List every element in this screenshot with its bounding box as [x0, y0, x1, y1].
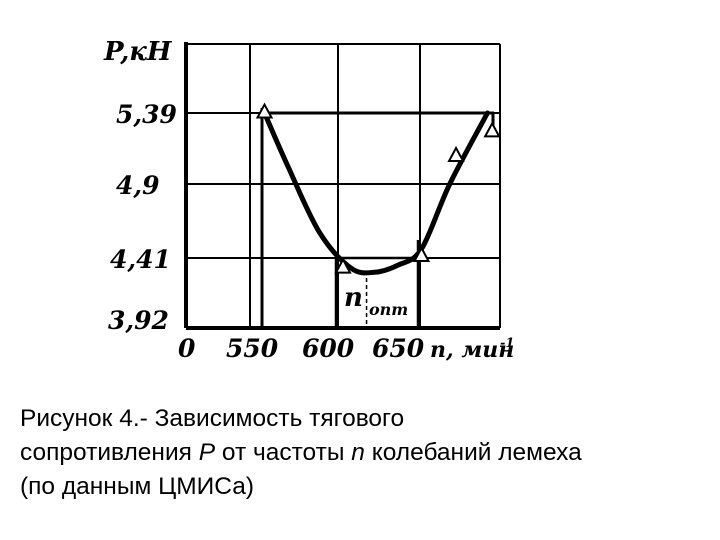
x-tick-label: 600 [302, 334, 355, 363]
caption-text: колебаний лемеха [364, 439, 582, 466]
grid [186, 43, 501, 328]
caption-symbol-n: n [351, 439, 365, 466]
caption-text: от частоты [215, 439, 352, 466]
x-tick-label: 550 [226, 334, 279, 363]
y-tick-label: 5,39 [116, 100, 177, 129]
optimum-subscript: опт [369, 300, 408, 319]
data-point-marker [334, 257, 352, 274]
y-tick-label: 3,92 [108, 306, 169, 335]
x-axis-title: n, мин [430, 337, 514, 363]
caption-line-3: (по данным ЦМИСа) [20, 470, 710, 504]
data-point-marker [255, 102, 274, 119]
data-point-marker [412, 245, 431, 262]
x-axis-exponent: -1 [500, 336, 514, 351]
caption-line-2: сопротивления P от частоты n колебаний л… [20, 436, 710, 470]
series-markers [255, 102, 501, 274]
caption-text: (по данным ЦМИСа) [20, 473, 254, 500]
chart-canvas: P,кН 5,39 4,9 4,41 3,92 0 550 600 650 n,… [103, 37, 514, 363]
origin-label: 0 [178, 334, 196, 363]
y-tick-label: 4,41 [110, 245, 171, 274]
series-curve [262, 110, 490, 276]
x-tick-label: 650 [372, 334, 425, 363]
caption-text: Рисунок 4.- Зависимость тягового [20, 405, 405, 432]
data-point-marker [447, 145, 465, 163]
y-axis-title: P,кН [103, 37, 173, 67]
axes [184, 42, 500, 330]
caption-text: сопротивления [20, 439, 199, 466]
optimum-label: n [344, 283, 363, 313]
figure-caption: Рисунок 4.- Зависимость тягового сопроти… [20, 402, 710, 504]
y-tick-label: 4,9 [116, 171, 160, 200]
caption-symbol-p: P [198, 439, 216, 466]
data-point-marker [483, 121, 501, 138]
caption-line-1: Рисунок 4.- Зависимость тягового [20, 402, 710, 436]
